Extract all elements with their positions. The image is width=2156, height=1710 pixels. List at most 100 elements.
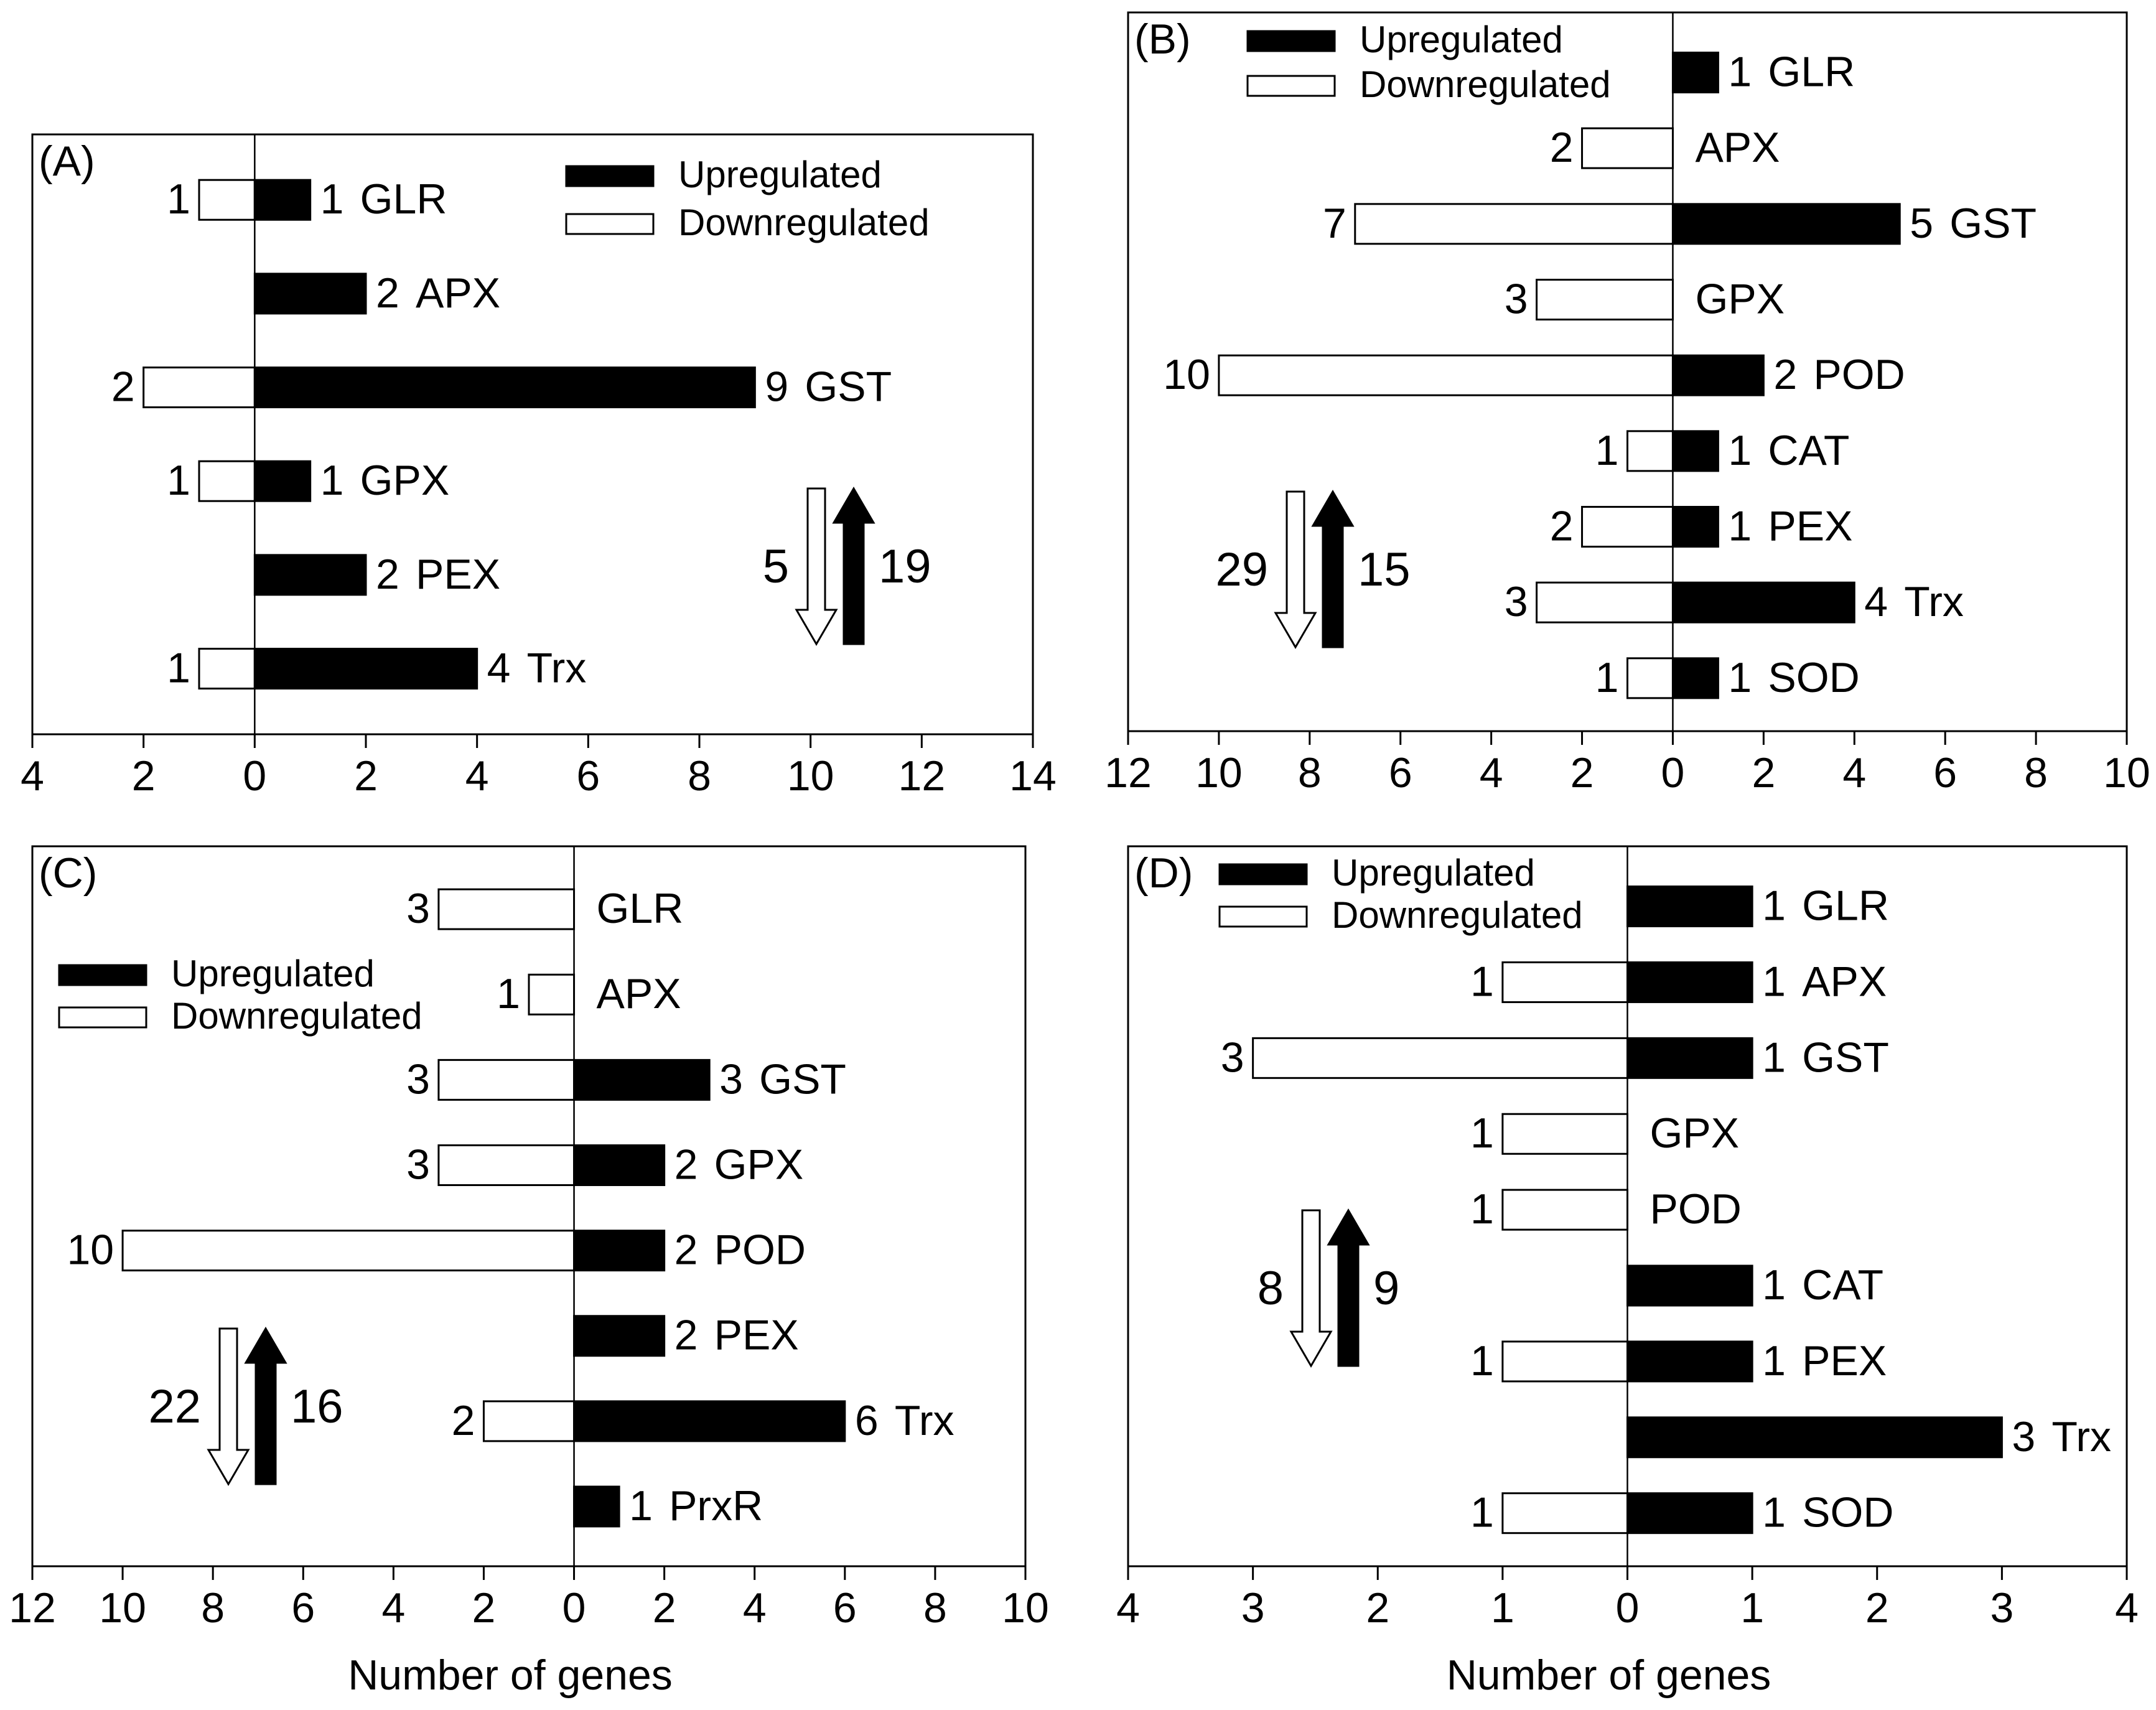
category-label-pod: POD — [714, 1226, 806, 1274]
x-axis-title: Number of genes — [348, 1652, 673, 1699]
down-value-label: 1 — [1470, 1337, 1494, 1385]
up-value-label: 1 — [320, 457, 344, 504]
bar-down-apx — [1581, 127, 1674, 169]
bar-up-pod — [573, 1230, 666, 1272]
up-arrow-icon — [1327, 1208, 1370, 1367]
up-value-label: 1 — [320, 175, 344, 223]
bar-up-gpx — [573, 1144, 666, 1187]
up-arrow-icon — [244, 1327, 287, 1485]
legend-swatch-down — [565, 213, 655, 235]
legend-label-down: Downregulated — [1332, 894, 1583, 936]
legend-label-up: Upregulated — [171, 953, 375, 994]
x-tick-label: 8 — [688, 752, 711, 800]
bar-up-glr — [253, 179, 312, 221]
category-label-prxr: PrxR — [669, 1482, 763, 1530]
plot-frame — [31, 845, 1027, 1567]
x-tick-label: 12 — [1104, 749, 1152, 797]
bar-down-gst — [1252, 1037, 1628, 1079]
x-tick-label: 10 — [2103, 749, 2150, 797]
bar-down-trx — [198, 648, 256, 690]
down-value-label: 1 — [1470, 1110, 1494, 1157]
bar-down-cat — [1626, 430, 1674, 472]
bar-up-trx — [1671, 581, 1855, 624]
bar-up-pex — [1671, 506, 1719, 548]
up-value-label: 2 — [674, 1141, 698, 1188]
up-value-label: 1 — [1762, 1489, 1786, 1536]
down-arrow-icon — [1289, 1209, 1333, 1368]
category-label-glr: GLR — [597, 885, 684, 932]
x-tick-label: 0 — [1616, 1584, 1640, 1632]
down-value-label: 2 — [1550, 502, 1574, 549]
category-label-gpx: GPX — [1695, 275, 1785, 322]
bar-up-sod — [1671, 657, 1719, 699]
up-value-label: 2 — [1773, 351, 1797, 398]
bar-up-apx — [1626, 961, 1753, 1003]
category-label-gpx: GPX — [1650, 1110, 1740, 1157]
category-label-trx: Trx — [1904, 578, 1964, 625]
bar-up-apx — [253, 273, 367, 315]
category-label-cat: CAT — [1802, 1261, 1883, 1309]
down-value-label: 3 — [406, 1055, 430, 1103]
down-value-label: 1 — [1470, 958, 1494, 1005]
up-value-label: 1 — [1762, 1261, 1786, 1309]
total-down-count: 22 — [148, 1380, 201, 1433]
x-tick-label: 10 — [787, 752, 834, 800]
x-tick-label: 0 — [562, 1584, 586, 1632]
x-tick-label: 6 — [1933, 749, 1957, 797]
bar-down-gpx — [437, 1144, 576, 1187]
total-up-count: 9 — [1373, 1262, 1399, 1315]
panel-label: (A) — [39, 138, 95, 185]
up-value-label: 2 — [376, 269, 399, 317]
down-value-label: 1 — [167, 175, 190, 223]
bar-down-pex — [1581, 506, 1674, 548]
bar-down-trx — [482, 1400, 576, 1442]
up-value-label: 2 — [376, 551, 399, 598]
x-tick-label: 4 — [1116, 1584, 1140, 1632]
panel-label: (D) — [1134, 849, 1193, 897]
category-label-gst: GST — [805, 363, 892, 411]
x-axis-title: Number of genes — [1447, 1652, 1771, 1699]
down-arrow-icon — [1274, 490, 1317, 649]
x-tick-label: 3 — [1241, 1584, 1265, 1632]
x-tick-label: 6 — [833, 1584, 857, 1632]
down-value-label: 1 — [1470, 1185, 1494, 1233]
up-value-label: 1 — [1728, 48, 1752, 95]
up-value-label: 1 — [1728, 427, 1752, 474]
down-value-label: 1 — [1470, 1489, 1494, 1536]
bar-down-apx — [1501, 961, 1628, 1003]
down-value-label: 2 — [1550, 124, 1574, 171]
bar-down-gpx — [198, 460, 256, 502]
legend-swatch-up — [1246, 30, 1336, 52]
bar-down-gst — [1354, 203, 1674, 245]
x-tick-label: 0 — [243, 752, 266, 800]
category-label-pod: POD — [1650, 1185, 1742, 1233]
x-tick-label: 2 — [1366, 1584, 1389, 1632]
total-down-count: 5 — [763, 540, 789, 593]
bar-down-trx — [1536, 581, 1674, 624]
bar-up-prxr — [573, 1485, 620, 1528]
x-tick-label: 6 — [291, 1584, 315, 1632]
bar-up-trx — [1626, 1416, 2003, 1459]
down-value-label: 3 — [406, 1141, 430, 1188]
category-label-gst: GST — [1802, 1034, 1889, 1081]
up-arrow-icon — [832, 487, 875, 645]
legend-label-up: Upregulated — [1360, 19, 1563, 60]
category-label-gst: GST — [1949, 200, 2037, 247]
x-tick-label: 4 — [1480, 749, 1503, 797]
legend-swatch-down — [1246, 75, 1336, 97]
x-tick-label: 4 — [21, 752, 44, 800]
x-tick-label: 0 — [1661, 749, 1685, 797]
x-tick-label: 10 — [1195, 749, 1243, 797]
category-label-trx: Trx — [527, 645, 587, 692]
up-value-label: 1 — [1762, 958, 1786, 1005]
up-value-label: 1 — [1728, 502, 1752, 549]
x-tick-label: 12 — [9, 1584, 56, 1632]
bar-up-glr — [1671, 52, 1719, 93]
category-label-sod: SOD — [1802, 1489, 1893, 1536]
